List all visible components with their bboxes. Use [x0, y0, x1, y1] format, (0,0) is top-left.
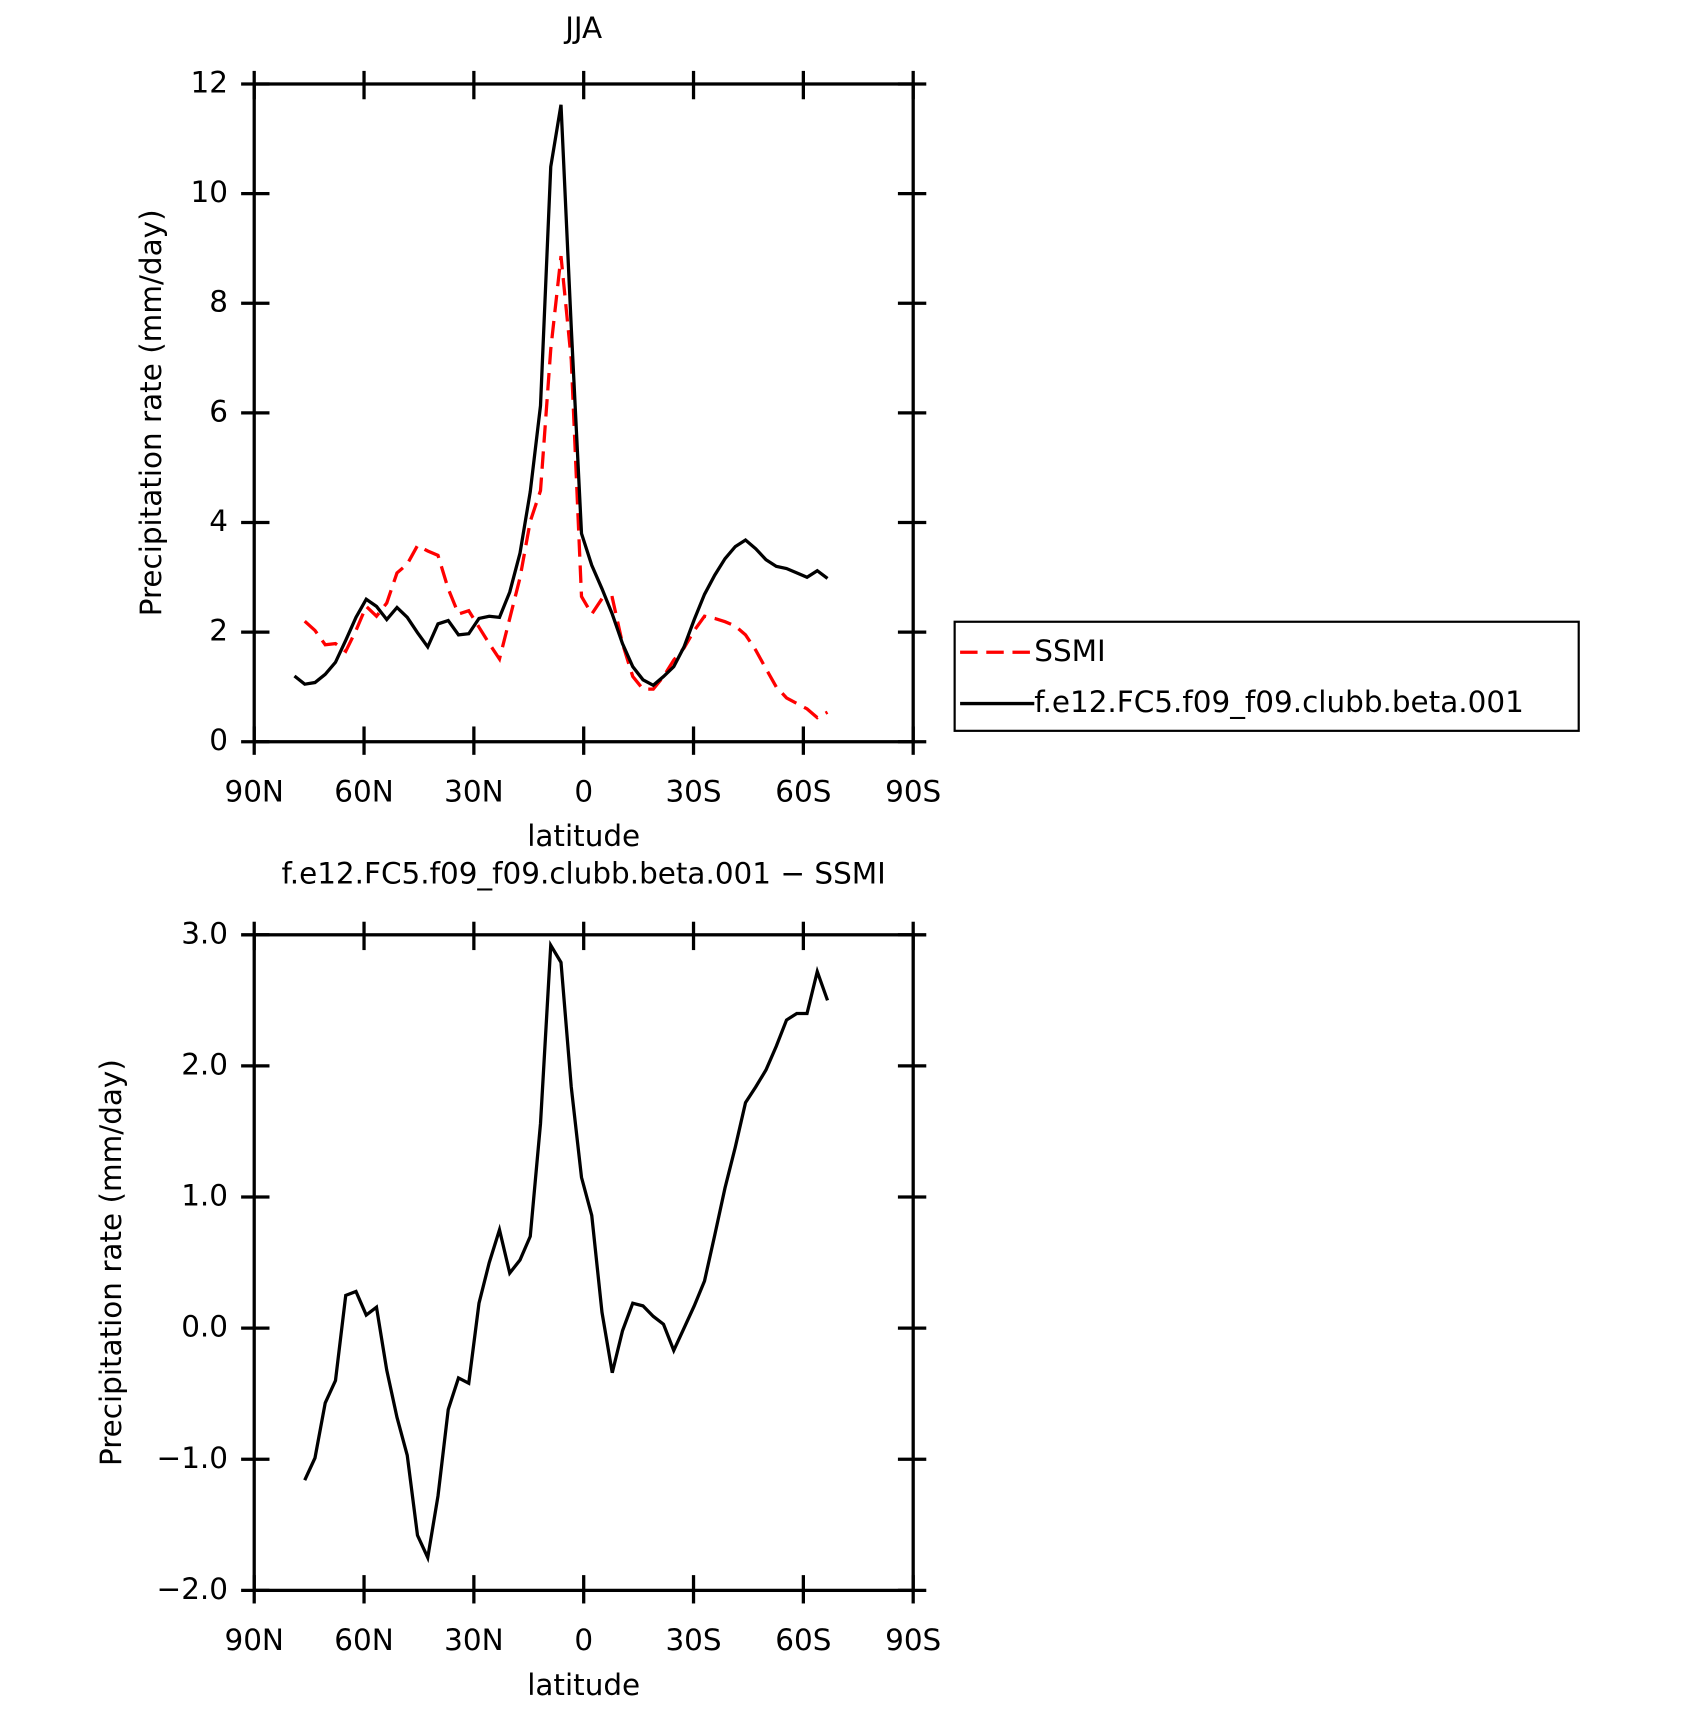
- y-tick-label: 0.0: [181, 1310, 228, 1344]
- chart-title: JJA: [563, 11, 602, 45]
- y-tick-label: 1.0: [181, 1179, 228, 1213]
- x-tick-label: 90N: [224, 775, 283, 809]
- x-tick-label: 30N: [444, 775, 503, 809]
- y-tick-label: 4: [209, 504, 228, 538]
- x-tick-label: 0: [574, 1623, 593, 1657]
- x-tick-label: 90S: [885, 1623, 941, 1657]
- y-axis-label: Precipitation rate (mm/day): [94, 1059, 128, 1466]
- y-axis-label: Precipitation rate (mm/day): [134, 209, 168, 616]
- y-tick-label: 6: [209, 394, 228, 428]
- data-line: [303, 255, 829, 720]
- x-tick-label: 30N: [444, 1623, 503, 1657]
- legend-box: [953, 620, 1580, 732]
- x-tick-label: 90N: [224, 1623, 283, 1657]
- y-tick-label: 8: [209, 285, 228, 319]
- legend-label: SSMI: [1034, 634, 1105, 668]
- x-tick-label: 60S: [775, 775, 831, 809]
- y-tick-label: 2: [209, 614, 228, 648]
- x-tick-label: 60S: [775, 1623, 831, 1657]
- y-tick-label: 2.0: [181, 1047, 228, 1081]
- x-tick-label: 60N: [334, 775, 393, 809]
- legend-label: f.e12.FC5.f09_f09.clubb.beta.001: [1034, 685, 1524, 719]
- x-axis-label: latitude: [527, 1668, 640, 1702]
- y-tick-label: 0: [209, 723, 228, 757]
- data-line: [303, 939, 830, 1564]
- x-tick-label: 30S: [665, 775, 721, 809]
- x-tick-label: 30S: [665, 1623, 721, 1657]
- plot-frame: [252, 82, 915, 744]
- data-line: [293, 104, 829, 688]
- y-tick-label: 3.0: [181, 916, 228, 950]
- x-tick-label: 90S: [885, 775, 941, 809]
- x-tick-label: 0: [574, 775, 593, 809]
- y-tick-label: −1.0: [157, 1441, 228, 1475]
- x-tick-label: 60N: [334, 1623, 393, 1657]
- chart-title: f.e12.FC5.f09_f09.clubb.beta.001 − SSMI: [282, 856, 886, 890]
- y-tick-label: 10: [191, 175, 228, 209]
- plot-frame: [252, 933, 915, 1593]
- y-tick-label: 12: [191, 65, 228, 99]
- y-tick-label: −2.0: [157, 1572, 228, 1606]
- x-axis-label: latitude: [527, 819, 640, 853]
